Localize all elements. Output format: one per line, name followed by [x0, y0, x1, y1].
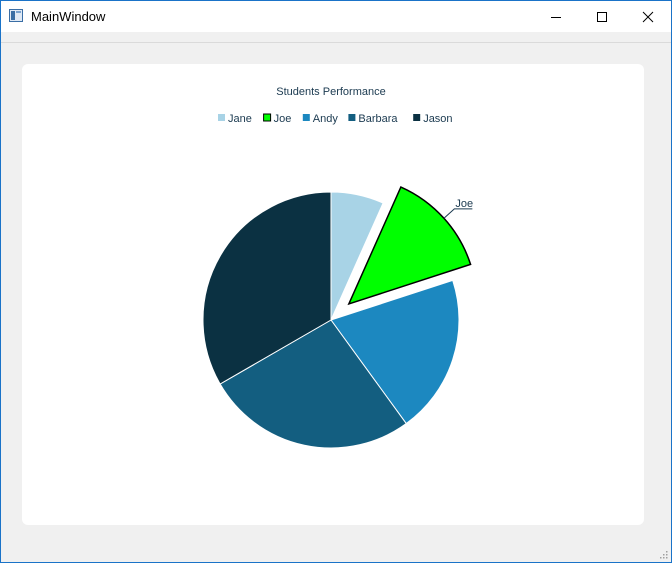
chart-title: Students Performance [276, 86, 385, 98]
maximize-button[interactable] [579, 1, 625, 32]
legend-swatch-joe [263, 113, 272, 122]
legend-swatch-jane [218, 114, 225, 121]
legend-label-joe: Joe [274, 113, 292, 125]
close-button[interactable] [625, 1, 671, 32]
legend-swatch-barbara [348, 114, 356, 121]
pie-slice-barbara[interactable] [219, 319, 407, 449]
legend-swatch-jason [413, 114, 421, 121]
legend-label-andy: Andy [313, 113, 339, 125]
app-icon [9, 9, 23, 22]
callout-line [443, 208, 473, 219]
pie-slices [202, 186, 472, 449]
close-icon [642, 11, 654, 22]
pie-slice-andy[interactable] [330, 279, 460, 425]
legend-item-jane: Jane [218, 113, 252, 125]
legend-label-barbara: Barbara [358, 113, 398, 125]
maximize-icon [597, 11, 607, 22]
minimize-button[interactable] [533, 1, 579, 32]
legend-item-barbara: Barbara [348, 113, 398, 125]
pie-slice-jason[interactable] [202, 191, 332, 385]
legend-label-jane: Jane [228, 113, 252, 125]
minimize-icon [551, 16, 561, 18]
menu-bar [1, 32, 671, 43]
legend-item-joe: Joe [263, 113, 292, 125]
legend: Jane Joe Andy Barbara Jason [218, 113, 453, 125]
window-title: MainWindow [31, 9, 106, 24]
legend-label-jason: Jason [423, 113, 452, 125]
callout-label: Joe [455, 198, 473, 210]
legend-item-andy: Andy [302, 113, 339, 125]
title-bar[interactable]: MainWindow [1, 1, 671, 32]
callout: Joe [443, 198, 473, 219]
legend-item-jason: Jason [413, 113, 453, 125]
legend-swatch-andy [302, 114, 310, 121]
resize-grip-icon[interactable] [660, 551, 668, 559]
